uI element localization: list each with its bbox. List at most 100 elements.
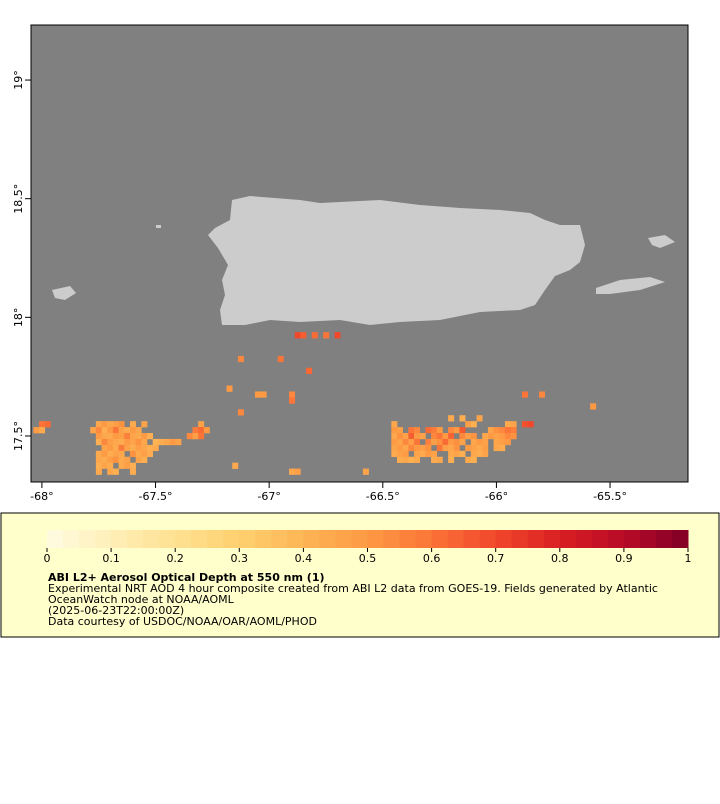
colorbar-step [63, 530, 80, 548]
aod-cell [482, 438, 489, 446]
aod-cell [402, 438, 409, 446]
aod-cell [147, 450, 153, 458]
aod-cell [448, 438, 455, 446]
aod-cell [459, 433, 466, 440]
colorbar-step [463, 530, 481, 548]
colorbar-tick-label: 0.6 [423, 552, 441, 565]
aod-cell [414, 456, 421, 463]
aod-cell [147, 433, 153, 440]
colorbar-step [111, 530, 128, 548]
colorbar-step [399, 530, 417, 548]
aod-cell [118, 421, 125, 428]
legend-line: Data courtesy of USDOC/NOAA/OAR/AOML/PHO… [48, 615, 317, 628]
aod-cell [459, 427, 466, 434]
aod-cell [448, 450, 455, 458]
colorbar-step [575, 530, 593, 548]
aod-cell [226, 385, 233, 392]
aod-cell [419, 444, 426, 452]
aod-cell [442, 438, 449, 446]
aod-cell [470, 456, 477, 463]
aod-cell [289, 397, 296, 404]
colorbar-step [159, 530, 176, 548]
aod-cell [107, 462, 114, 469]
aod-cell [334, 332, 341, 339]
aod-cell [391, 444, 398, 452]
colorbar-step [671, 530, 689, 548]
aod-cell [101, 433, 108, 440]
aod-cell [391, 450, 398, 458]
legend-title: ABI L2+ Aerosol Optical Depth at 550 nm … [48, 571, 325, 584]
aod-cell [425, 444, 432, 452]
legend-line: (2025-06-23T22:00:00Z) [48, 604, 184, 617]
aod-cell [408, 438, 415, 446]
colorbar-step [319, 530, 336, 548]
aod-cell [289, 391, 296, 398]
aod-cell [107, 450, 114, 458]
aod-cell [323, 332, 330, 339]
aod-cell [448, 456, 455, 463]
aod-cell [448, 444, 455, 452]
colorbar-tick-label: 0.4 [295, 552, 313, 565]
aod-cell [459, 438, 466, 446]
colorbar-tick-label: 1 [685, 552, 692, 565]
aod-cell [414, 427, 421, 434]
aod-cell [124, 438, 131, 446]
aod-cell [232, 462, 239, 469]
legend-line: OceanWatch node at NOAA/AOML [48, 593, 235, 606]
aod-cell [396, 433, 403, 440]
aod-cell [112, 421, 119, 428]
colorbar-tick-label: 0.2 [166, 552, 184, 565]
aod-cell [504, 433, 511, 440]
aod-cell [425, 450, 432, 458]
aod-cell [124, 433, 131, 440]
aod-cell [493, 433, 500, 440]
aod-cell [470, 421, 477, 428]
aod-cell [107, 456, 114, 463]
aod-cell [453, 450, 460, 458]
aod-cell [124, 444, 131, 452]
colorbar-step [239, 530, 256, 548]
aod-cell [141, 450, 148, 458]
aod-cell [482, 450, 489, 458]
colorbar-step [255, 530, 272, 548]
colorbar-step [415, 530, 433, 548]
plot-frame [30, 24, 689, 483]
aod-cell [510, 427, 517, 434]
colorbar-step [143, 530, 160, 548]
colorbar-step [495, 530, 513, 548]
aod-cell [101, 438, 108, 446]
aod-cell [135, 438, 142, 446]
aod-cell [414, 438, 421, 446]
colorbar-step [623, 530, 641, 548]
aod-cell [112, 468, 119, 475]
aod-cell [135, 456, 142, 463]
colorbar-step [223, 530, 240, 548]
colorbar-tick-label: 0 [44, 552, 51, 565]
colorbar-step [383, 530, 401, 548]
aod-cell [101, 462, 108, 469]
aod-cell [277, 355, 284, 363]
aod-cell [436, 438, 443, 446]
colorbar-step [367, 530, 385, 548]
aod-cell [101, 421, 108, 428]
aod-cell [408, 456, 415, 463]
aod-cell [129, 450, 136, 458]
aod-cell [141, 444, 148, 452]
aod-cell [141, 456, 148, 463]
aod-cell [402, 450, 409, 458]
aod-cell [164, 438, 171, 446]
aod-cell [419, 450, 426, 458]
aod-cell [431, 433, 438, 440]
puerto-rico [208, 196, 585, 325]
colorbar-step [655, 530, 673, 548]
colorbar-tick-label: 0.7 [487, 552, 505, 565]
aod-cell [112, 433, 119, 440]
aod-cell [311, 332, 318, 339]
aod-cell [39, 421, 46, 428]
aod-cell [436, 433, 443, 440]
aod-cell [527, 421, 534, 428]
aod-cell [521, 391, 528, 398]
aod-cell [118, 450, 125, 458]
aod-cell [436, 456, 443, 463]
aod-cell [470, 433, 477, 440]
